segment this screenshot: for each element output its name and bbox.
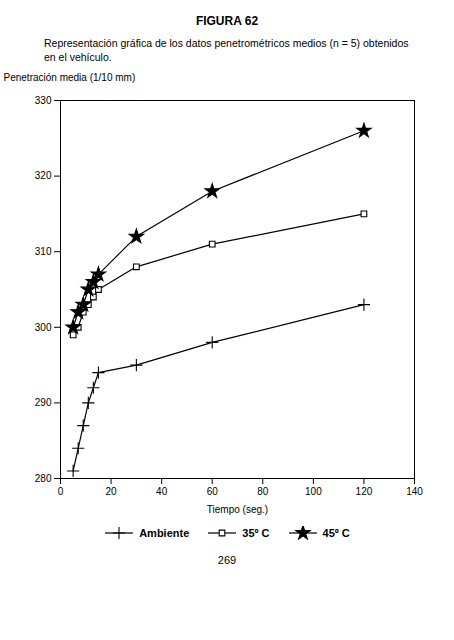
svg-text:330: 330	[35, 95, 52, 106]
svg-text:Tiempo (seg.): Tiempo (seg.)	[207, 504, 268, 515]
html-text:35º C: 35º C	[242, 527, 270, 539]
svg-text:40: 40	[156, 486, 168, 497]
svg-text:0: 0	[58, 486, 64, 497]
html-text:Ambiente: Ambiente	[139, 527, 190, 539]
svg-text:290: 290	[35, 397, 52, 408]
svg-text:320: 320	[35, 170, 52, 181]
svg-text:20: 20	[106, 486, 118, 497]
svg-text:280: 280	[35, 473, 52, 484]
svg-text:Penetración media (1/10 mm): Penetración media (1/10 mm)	[4, 72, 136, 83]
svg-text:100: 100	[305, 486, 322, 497]
svg-text:120: 120	[356, 486, 373, 497]
svg-text:310: 310	[35, 246, 52, 257]
svg-text:300: 300	[35, 322, 52, 333]
svg-text:140: 140	[406, 486, 423, 497]
svg-text:80: 80	[257, 486, 269, 497]
html-text:Representación gráfica de los: Representación gráfica de los datos pene…	[44, 37, 409, 49]
svg-text:60: 60	[207, 486, 219, 497]
html-text:45º C: 45º C	[322, 527, 350, 539]
html-text:en el vehículo.: en el vehículo.	[44, 51, 112, 63]
html-text:FIGURA 62: FIGURA 62	[195, 14, 259, 28]
html-text:269: 269	[217, 554, 237, 566]
